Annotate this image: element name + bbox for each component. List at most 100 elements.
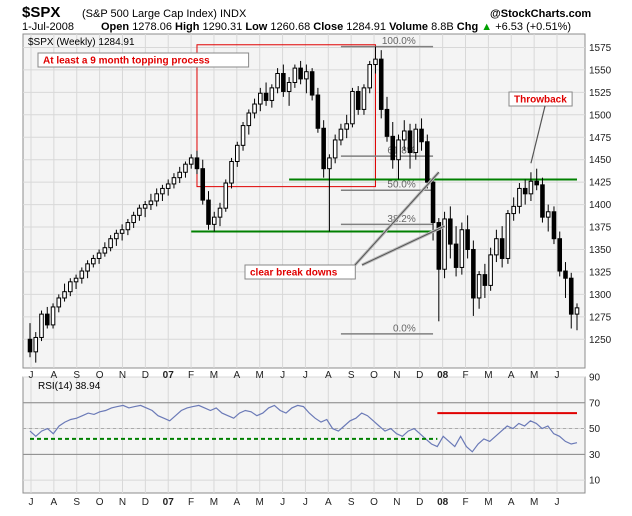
candle-body bbox=[286, 81, 292, 92]
fib-level-label: 61.8% bbox=[387, 146, 415, 157]
candle-body bbox=[471, 248, 476, 299]
candle-body bbox=[401, 130, 407, 141]
high-value: 1290.31 bbox=[202, 21, 243, 33]
price-tick-label: 1550 bbox=[589, 65, 612, 76]
candle-body bbox=[448, 218, 453, 245]
candle-body bbox=[361, 87, 367, 110]
price-axis: 1250 1275 1300 1325 1350 1375 1400 1425 1450 1475… bbox=[589, 43, 612, 346]
candle-body bbox=[269, 87, 275, 101]
x-tick-label: F bbox=[462, 497, 468, 508]
x-tick-label: A bbox=[233, 370, 240, 381]
x-tick-label: D bbox=[416, 497, 423, 508]
x-tick-label: S bbox=[348, 370, 355, 381]
candle-body bbox=[108, 238, 113, 249]
x-tick-label: S bbox=[73, 497, 80, 508]
rsi-tick-label: 90 bbox=[589, 373, 601, 384]
candle-body bbox=[407, 130, 413, 154]
fib-level-label: 100.0% bbox=[382, 36, 416, 47]
candle-body bbox=[27, 338, 33, 353]
callout-topping: At least a 9 month topping process bbox=[37, 52, 250, 68]
callout-throwback-box bbox=[508, 91, 573, 107]
low-value: 1260.68 bbox=[270, 21, 311, 33]
candle-body bbox=[206, 199, 211, 225]
candle-body bbox=[183, 163, 188, 173]
candle-body bbox=[499, 238, 505, 259]
callouts: At least a 9 month topping process clear … bbox=[37, 52, 573, 280]
symbol: $SPX bbox=[22, 4, 61, 21]
x-tick-label: A bbox=[325, 497, 332, 508]
x-tick-label: F bbox=[462, 370, 468, 381]
candle-body bbox=[131, 214, 136, 224]
open-value: 1278.06 bbox=[132, 21, 172, 33]
candle-body bbox=[505, 213, 511, 259]
candle-body bbox=[390, 135, 396, 161]
candle-body bbox=[200, 168, 206, 201]
rsi-panel bbox=[22, 376, 586, 494]
candle-body bbox=[425, 141, 430, 183]
candle-body bbox=[171, 177, 177, 185]
close-value: 1284.91 bbox=[346, 21, 387, 33]
high-label: High bbox=[175, 21, 200, 33]
callout-breakdowns: clear break downs bbox=[244, 264, 356, 280]
candle-body bbox=[73, 277, 79, 283]
callout-throwback-text: Throwback bbox=[514, 95, 567, 106]
topping-range-box bbox=[196, 44, 376, 188]
x-tick-label: F bbox=[188, 497, 194, 508]
candle-body bbox=[488, 254, 493, 286]
price-tick-label: 1325 bbox=[589, 267, 612, 278]
candle-body bbox=[114, 232, 119, 240]
candle-body bbox=[177, 171, 182, 179]
stockcharts-brand: @StockCharts.com bbox=[490, 8, 592, 20]
price-tick-label: 1250 bbox=[589, 335, 612, 346]
candle-body bbox=[50, 306, 56, 326]
symbol-description: (S&P 500 Large Cap Index) INDX bbox=[82, 8, 247, 20]
candle-body bbox=[568, 277, 574, 315]
price-tick-label: 1375 bbox=[589, 223, 612, 234]
price-tick-label: 1425 bbox=[589, 178, 612, 189]
volume-value: 8.8B bbox=[431, 21, 454, 33]
candle-body bbox=[482, 274, 488, 286]
candle-body bbox=[160, 187, 165, 195]
candle-body bbox=[378, 58, 384, 110]
candle-body bbox=[355, 90, 361, 110]
rsi-tick-label: 10 bbox=[589, 476, 601, 487]
volume-label: Volume bbox=[389, 21, 429, 33]
x-tick-label: J bbox=[280, 497, 285, 508]
candle-body bbox=[292, 67, 298, 83]
candle-body bbox=[373, 58, 378, 66]
candle-body bbox=[517, 187, 522, 207]
x-tick-label: J bbox=[29, 497, 34, 508]
candle-body bbox=[413, 128, 419, 154]
x-tick-label: M bbox=[484, 370, 492, 381]
candle-body bbox=[44, 313, 50, 326]
candle-body bbox=[165, 183, 171, 189]
rsi-grid bbox=[23, 376, 585, 493]
rsi-tick-label: 50 bbox=[589, 424, 601, 435]
candle-body bbox=[62, 291, 67, 299]
callout-throwback: Throwback bbox=[508, 91, 573, 107]
breakdown-arrow bbox=[361, 225, 445, 266]
x-tick-label: A bbox=[51, 370, 58, 381]
candle-body bbox=[142, 204, 148, 209]
candle-body bbox=[574, 307, 580, 315]
price-tick-label: 1400 bbox=[589, 200, 612, 211]
candle-body bbox=[234, 144, 240, 162]
x-tick-label: F bbox=[188, 370, 194, 381]
candle-body bbox=[281, 73, 286, 92]
x-tick-label: A bbox=[325, 370, 332, 381]
price-tick-label: 1350 bbox=[589, 245, 612, 256]
candle-body bbox=[327, 157, 332, 170]
candle-body bbox=[252, 103, 257, 114]
candle-body bbox=[528, 180, 534, 195]
candle-body bbox=[137, 207, 142, 216]
callout-breakdowns-box bbox=[244, 264, 356, 280]
price-tick-label: 1475 bbox=[589, 133, 612, 144]
fib-level-label: 0.0% bbox=[393, 323, 416, 334]
candle-body bbox=[494, 238, 499, 256]
candle-body bbox=[338, 128, 344, 141]
candle-body bbox=[188, 157, 194, 165]
rsi-tick-label: 70 bbox=[589, 398, 601, 409]
candle-body bbox=[102, 247, 108, 254]
candle-body bbox=[275, 73, 280, 89]
